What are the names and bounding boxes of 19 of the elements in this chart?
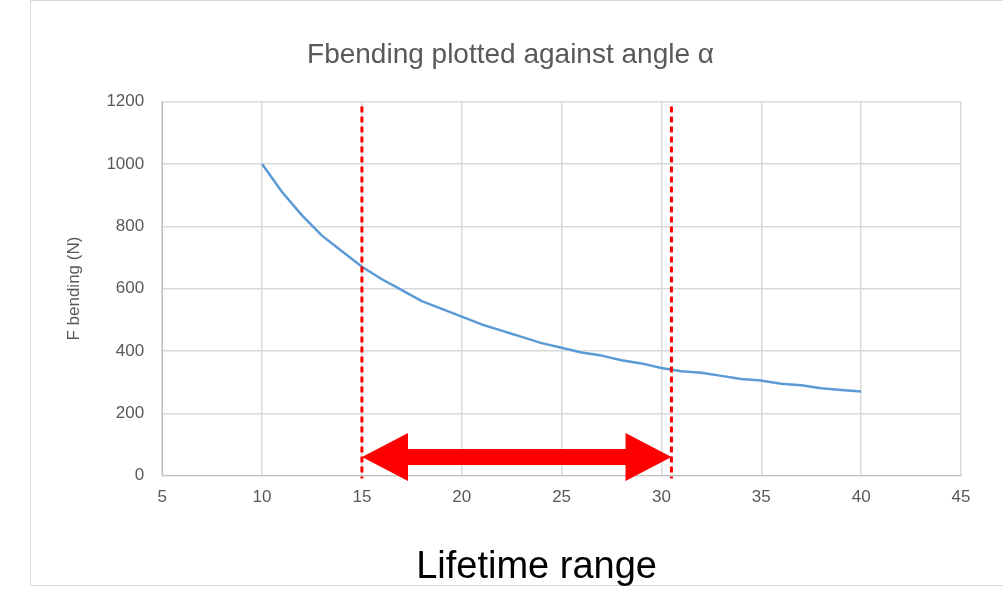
y-tick-label: 400 [115, 340, 145, 360]
x-tick-label: 45 [951, 487, 971, 507]
x-tick-label: 15 [352, 487, 372, 507]
x-tick-label: 5 [157, 487, 167, 507]
x-tick-label: 25 [552, 487, 572, 507]
y-tick-label: 1200 [106, 91, 145, 111]
x-tick-label: 35 [751, 487, 771, 507]
text: Lifetime range [416, 544, 658, 586]
y-tick-label: 800 [115, 215, 145, 235]
y-tick-label: 200 [115, 402, 145, 422]
y-axis-title: F bending (N) [63, 236, 83, 341]
y-tick-label: 600 [115, 278, 145, 298]
x-tick-label: 10 [252, 487, 272, 507]
x-tick-label: 40 [851, 487, 871, 507]
chart-title: Fbending plotted against angle α [307, 37, 714, 69]
x-tick-label: 20 [452, 487, 472, 507]
y-tick-label: 0 [134, 465, 145, 485]
y-tick-label: 1000 [106, 153, 145, 173]
x-tick-label: 30 [652, 487, 671, 507]
